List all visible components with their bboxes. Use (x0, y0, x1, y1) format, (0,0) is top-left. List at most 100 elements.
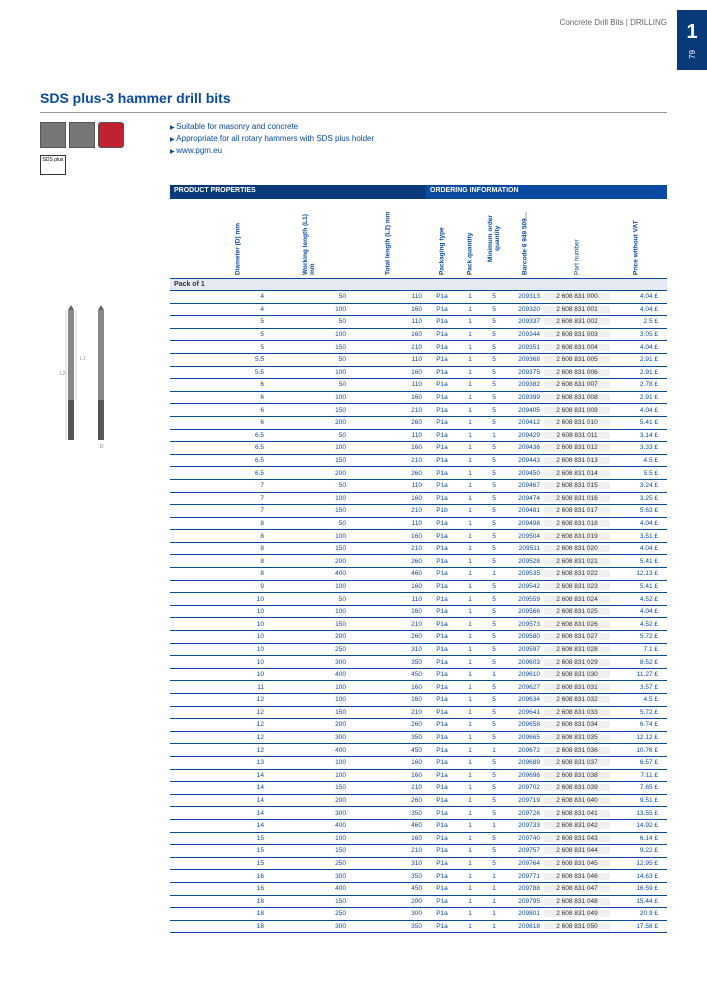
cell: P1a (426, 596, 458, 603)
cell: 13 (208, 759, 268, 766)
cell: 100 (268, 583, 350, 590)
cell: 460 (350, 822, 426, 829)
cell: 5.5 (208, 369, 268, 376)
table-row: 12100160P1a152096342 608 831 0324.5 £ (170, 694, 667, 707)
cell: 18 (208, 910, 268, 917)
cell: 150 (268, 507, 350, 514)
cell: 160 (350, 331, 426, 338)
cell: 2.5 £ (610, 318, 662, 325)
cell: 2 608 831 037 (544, 759, 610, 766)
cell: P1a (426, 520, 458, 527)
cell: 12 (208, 747, 268, 754)
cell: 1 (458, 482, 482, 489)
cell: 5 (482, 759, 506, 766)
cell: 160 (350, 444, 426, 451)
cell: 1 (482, 570, 506, 577)
cell: 300 (268, 734, 350, 741)
cell: 450 (350, 747, 426, 754)
cell: 209368 (506, 356, 544, 363)
cell: 2 608 831 032 (544, 696, 610, 703)
cell: 400 (268, 747, 350, 754)
feature-item: Suitable for masonry and concrete (170, 122, 374, 131)
cell: 6 (208, 407, 268, 414)
cell: P1b (426, 507, 458, 514)
cell: 14 (208, 822, 268, 829)
pack-header: Pack of 1 (170, 279, 667, 291)
cell: 310 (350, 646, 426, 653)
cell: 100 (268, 394, 350, 401)
cell: 8 (208, 558, 268, 565)
cell: 4.5 £ (610, 457, 662, 464)
cell: 160 (350, 533, 426, 540)
table-row: 18150200P1a112097952 608 831 04815.44 £ (170, 896, 667, 909)
cell: 209672 (506, 747, 544, 754)
cell: 6 (208, 394, 268, 401)
cell: 1 (458, 596, 482, 603)
cell: P1a (426, 608, 458, 615)
cell: 210 (350, 709, 426, 716)
cell: 150 (268, 545, 350, 552)
table-row: 450110P1a152093132 608 831 0004.04 £ (170, 291, 667, 304)
cell: 10 (208, 608, 268, 615)
cell: 209450 (506, 470, 544, 477)
cell: 14 (208, 797, 268, 804)
cell: P1a (426, 910, 458, 917)
cell: 1 (458, 734, 482, 741)
cell: P1a (426, 495, 458, 502)
cell: 5 (482, 457, 506, 464)
material-thumbs (40, 122, 124, 148)
cell: 160 (350, 583, 426, 590)
cell: 1 (482, 898, 506, 905)
cell: 4.04 £ (610, 520, 662, 527)
cell: 1 (458, 608, 482, 615)
cell: 1 (458, 860, 482, 867)
cell: 260 (350, 470, 426, 477)
cell: 209566 (506, 608, 544, 615)
cell: 1 (458, 684, 482, 691)
cell: 160 (350, 394, 426, 401)
cell: 14 (208, 784, 268, 791)
thumb-concrete (69, 122, 95, 148)
cell: 209351 (506, 344, 544, 351)
table-row: 11100160P1a152096272 608 831 0313.57 £ (170, 681, 667, 694)
table-row: 550110P1a152093372 608 831 0022.5 £ (170, 316, 667, 329)
cell: P1a (426, 318, 458, 325)
cell: 209610 (506, 671, 544, 678)
cell: 10.76 £ (610, 747, 662, 754)
cell: 300 (350, 910, 426, 917)
cell: 209429 (506, 432, 544, 439)
cell: 2 608 831 008 (544, 394, 610, 401)
cell: 5 (482, 558, 506, 565)
cell: 350 (350, 923, 426, 930)
table-row: 14150210P1a152097022 608 831 0397.65 £ (170, 782, 667, 795)
cell: 1 (458, 847, 482, 854)
cell: 100 (268, 835, 350, 842)
table-row: 1050110P1a152095592 608 831 0244.52 £ (170, 593, 667, 606)
cell: 3.05 £ (610, 331, 662, 338)
cell: 2 608 831 036 (544, 747, 610, 754)
cell: P1a (426, 759, 458, 766)
cell: 210 (350, 784, 426, 791)
cell: 18 (208, 923, 268, 930)
cell: 2 608 831 017 (544, 507, 610, 514)
cell: P1a (426, 898, 458, 905)
cell: 209443 (506, 457, 544, 464)
cell: 5 (482, 659, 506, 666)
table-row: 14300350P1a152097262 608 831 04113.55 £ (170, 807, 667, 820)
cell: 4.04 £ (610, 344, 662, 351)
cell: 209436 (506, 444, 544, 451)
table-row: 12200260P1a152096582 608 831 0346.74 £ (170, 719, 667, 732)
cell: 209481 (506, 507, 544, 514)
table-header-row: PRODUCT PROPERTIES ORDERING INFORMATION (170, 185, 667, 199)
cell: 209689 (506, 759, 544, 766)
page-number: 79 (688, 50, 697, 59)
cell: 209399 (506, 394, 544, 401)
table-row: 15150210P1a152097572 608 831 0449.22 £ (170, 845, 667, 858)
cell: 2 608 831 048 (544, 898, 610, 905)
cell: P1a (426, 721, 458, 728)
cell: 100 (268, 684, 350, 691)
cell: P1a (426, 419, 458, 426)
cell: 2 608 831 049 (544, 910, 610, 917)
cell: P1a (426, 797, 458, 804)
cell: 4.52 £ (610, 596, 662, 603)
